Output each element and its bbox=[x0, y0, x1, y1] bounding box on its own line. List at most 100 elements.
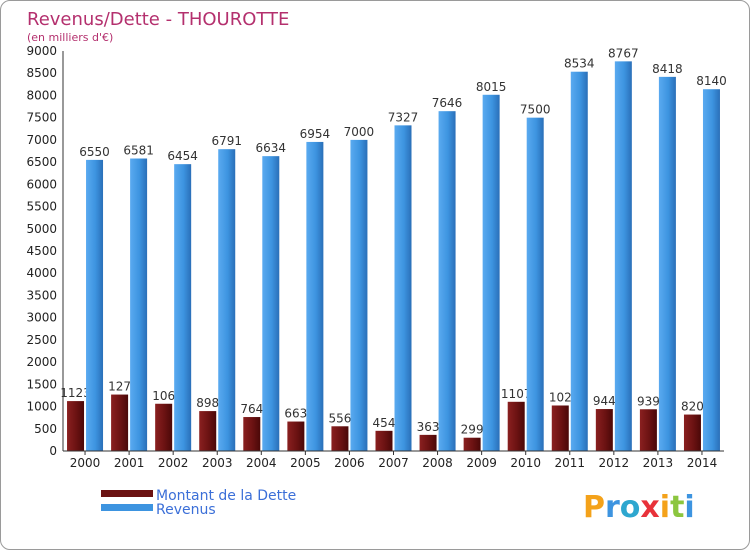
y-tick-label: 5500 bbox=[26, 200, 57, 214]
data-label-revenue-2002: 6454 bbox=[167, 149, 198, 163]
x-tick-label-2000: 2000 bbox=[70, 456, 101, 470]
y-tick-label: 7000 bbox=[26, 133, 57, 147]
data-label-debt-2010: 1107 bbox=[501, 387, 532, 401]
chart-subtitle: (en milliers d'€) bbox=[27, 31, 113, 44]
data-label-debt-2000: 1123 bbox=[60, 386, 91, 400]
data-label-debt-2013: 939 bbox=[637, 394, 660, 408]
x-tick-label-2001: 2001 bbox=[114, 456, 145, 470]
y-tick-label: 0 bbox=[49, 444, 57, 458]
y-tick-label: 2500 bbox=[26, 333, 57, 347]
y-tick-label: 4500 bbox=[26, 244, 57, 258]
data-label-revenue-2012: 8767 bbox=[608, 46, 639, 60]
data-label-revenue-2010: 7500 bbox=[520, 103, 551, 117]
y-tick-label: 4000 bbox=[26, 266, 57, 280]
bar-debt-2007 bbox=[375, 430, 393, 451]
x-tick-label-2009: 2009 bbox=[466, 456, 497, 470]
y-axis: 0 500 1000 1500 2000 2500 3000 3500 4000 4500 5000… bbox=[26, 44, 64, 458]
y-tick-label: 8000 bbox=[26, 88, 57, 102]
data-label-revenue-2013: 8418 bbox=[652, 62, 683, 76]
x-tick-label-2007: 2007 bbox=[378, 456, 409, 470]
data-label-debt-2006: 556 bbox=[328, 411, 351, 425]
data-label-revenue-2006: 7000 bbox=[344, 125, 375, 139]
data-label-revenue-2000: 6550 bbox=[79, 145, 110, 159]
data-label-revenue-2014: 8140 bbox=[696, 74, 727, 88]
y-tick-label: 3000 bbox=[26, 311, 57, 325]
bar-revenue-2010 bbox=[526, 117, 544, 452]
x-tick-label-2003: 2003 bbox=[202, 456, 233, 470]
data-label-debt-2012: 944 bbox=[593, 394, 616, 408]
bar-debt-2014 bbox=[683, 414, 701, 451]
bar-debt-2009 bbox=[463, 437, 481, 451]
data-label-debt-2009: 299 bbox=[461, 423, 484, 437]
bar-debt-2011 bbox=[551, 405, 569, 451]
x-tick-label-2004: 2004 bbox=[246, 456, 277, 470]
y-tick-label: 1500 bbox=[26, 377, 57, 391]
bar-debt-2013 bbox=[639, 409, 657, 451]
bar-revenue-2003 bbox=[218, 149, 236, 451]
chart-title: Revenus/Dette - THOUROTTE bbox=[27, 9, 289, 30]
bar-revenue-2014 bbox=[702, 89, 720, 451]
y-tick-label: 8500 bbox=[26, 66, 57, 80]
bar-revenue-2000 bbox=[86, 159, 104, 451]
bar-revenue-2011 bbox=[570, 71, 588, 451]
bar-revenue-2008 bbox=[438, 111, 456, 451]
data-label-debt-2005: 663 bbox=[284, 407, 307, 421]
y-tick-label: 3500 bbox=[26, 288, 57, 302]
bar-debt-2003 bbox=[199, 411, 217, 451]
y-tick-label: 5000 bbox=[26, 222, 57, 236]
bar-debt-2002 bbox=[155, 403, 173, 451]
bar-debt-2005 bbox=[287, 421, 305, 451]
bar-revenue-2001 bbox=[130, 158, 148, 451]
bar-debt-2006 bbox=[331, 426, 349, 451]
data-label-revenue-2004: 6634 bbox=[256, 141, 287, 155]
bar-debt-2004 bbox=[243, 417, 261, 451]
x-tick-label-2012: 2012 bbox=[599, 456, 630, 470]
legend-swatch-dette bbox=[101, 490, 153, 497]
data-label-debt-2011: 102 bbox=[549, 390, 572, 404]
bars: 1123 6550 127 6581 106 6454 898 6791 764 6634 663 6… bbox=[60, 46, 727, 452]
data-label-debt-2002: 106 bbox=[152, 389, 175, 403]
bar-revenue-2009 bbox=[482, 94, 500, 452]
x-tick-label-2013: 2013 bbox=[643, 456, 674, 470]
x-tick-label-2010: 2010 bbox=[510, 456, 541, 470]
bar-revenue-2013 bbox=[658, 76, 676, 451]
bar-revenue-2012 bbox=[614, 61, 632, 451]
bar-revenue-2004 bbox=[262, 156, 280, 451]
x-tick-label-2011: 2011 bbox=[554, 456, 585, 470]
x-tick-label-2005: 2005 bbox=[290, 456, 321, 470]
legend: Montant de la Dette Revenus bbox=[101, 488, 296, 518]
data-label-debt-2007: 454 bbox=[373, 416, 396, 430]
data-label-revenue-2007: 7327 bbox=[388, 110, 419, 124]
y-tick-label: 6500 bbox=[26, 155, 57, 169]
bar-debt-2010 bbox=[507, 401, 525, 451]
y-tick-label: 7500 bbox=[26, 111, 57, 125]
data-label-revenue-2003: 6791 bbox=[211, 134, 242, 148]
data-label-debt-2004: 764 bbox=[240, 402, 263, 416]
x-tick-label-2002: 2002 bbox=[158, 456, 189, 470]
bar-debt-2012 bbox=[595, 409, 613, 451]
data-label-debt-2008: 363 bbox=[417, 420, 440, 434]
proxiti-logo: Proxiti bbox=[583, 490, 695, 525]
y-tick-label: 9000 bbox=[26, 44, 57, 58]
bar-debt-2001 bbox=[111, 394, 129, 451]
x-tick-label-2008: 2008 bbox=[422, 456, 453, 470]
bar-debt-2000 bbox=[67, 401, 85, 451]
data-label-debt-2003: 898 bbox=[196, 396, 219, 410]
x-axis: 2000 2001 2002 2003 2004 2005 2006 2007 2008 2009… bbox=[70, 451, 717, 470]
legend-label-dette: Montant de la Dette bbox=[156, 488, 296, 504]
data-label-debt-2014: 820 bbox=[681, 400, 704, 414]
y-tick-label: 500 bbox=[34, 422, 57, 436]
x-tick-label-2014: 2014 bbox=[687, 456, 718, 470]
bar-revenue-2007 bbox=[394, 125, 412, 451]
data-label-revenue-2005: 6954 bbox=[300, 127, 331, 141]
bar-revenue-2006 bbox=[350, 139, 368, 451]
data-label-debt-2001: 127 bbox=[108, 380, 131, 394]
bar-revenue-2002 bbox=[174, 164, 192, 451]
x-tick-label-2006: 2006 bbox=[334, 456, 365, 470]
legend-swatch-revenus bbox=[101, 504, 153, 511]
data-label-revenue-2001: 6581 bbox=[123, 144, 154, 158]
data-label-revenue-2009: 8015 bbox=[476, 80, 507, 94]
data-label-revenue-2011: 8534 bbox=[564, 57, 595, 71]
